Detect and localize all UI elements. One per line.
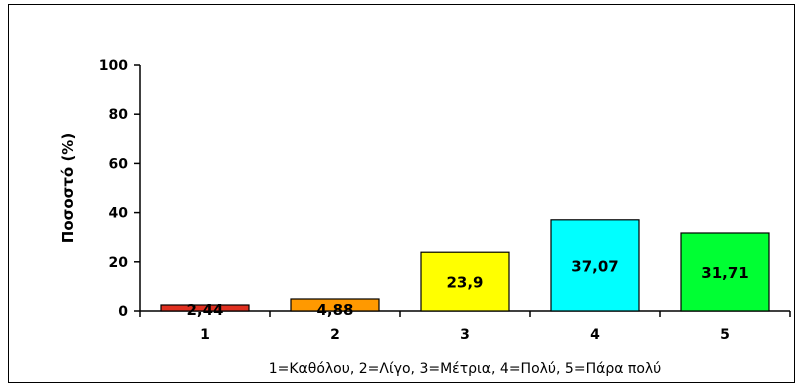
y-tick-label: 60 (109, 156, 129, 172)
y-tick-label: 20 (109, 255, 129, 271)
bar (290, 298, 380, 312)
labels: 1 2,44 2 4,88 3 23,9 4 37,07 5 31,71 (186, 257, 748, 343)
bar (680, 232, 770, 312)
bar (550, 219, 640, 312)
x-tick-label: 5 (720, 327, 730, 343)
chart-frame (8, 4, 795, 383)
x-tick-label: 4 (590, 327, 600, 343)
data-label: 31,71 (701, 264, 748, 282)
bars (160, 219, 770, 312)
x-tick-label: 1 (200, 327, 210, 343)
bar (160, 304, 250, 312)
y-axis-label: Ποσοστό (%) (59, 133, 77, 243)
y-tick-label: 100 (99, 58, 128, 74)
data-label: 2,44 (186, 301, 223, 319)
x-axis-label: 1=Καθόλου, 2=Λίγο, 3=Μέτρια, 4=Πολύ, 5=Π… (269, 361, 662, 377)
y-tick-label: 0 (118, 304, 128, 320)
data-label: 37,07 (571, 257, 618, 275)
x-tick-label: 3 (460, 327, 470, 343)
data-label: 4,88 (316, 301, 353, 319)
y-tick-label: 40 (109, 206, 129, 222)
bar (420, 251, 510, 312)
x-tick-label: 2 (330, 327, 340, 343)
y-tick-label: 80 (109, 107, 129, 123)
data-label: 23,9 (446, 274, 483, 292)
